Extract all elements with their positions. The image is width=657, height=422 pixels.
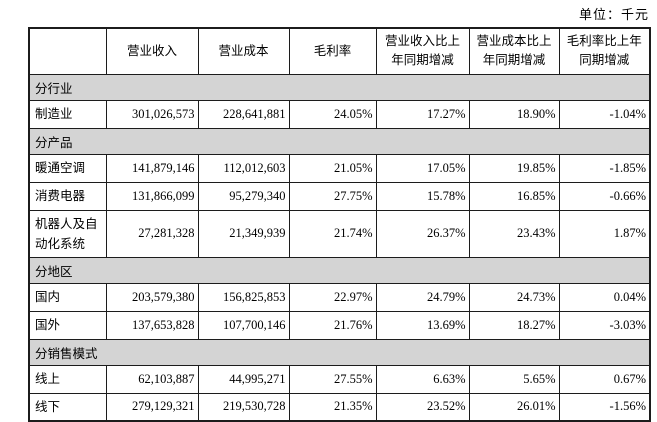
value-cell: 27.75% [288, 181, 377, 211]
value-cell: 137,653,828 [105, 310, 199, 340]
table-row: 机器人及自动化系统 27,281,328 21,349,939 21.74% 26.37… [28, 209, 651, 258]
table-row: 制造业 301,026,573 228,641,881 24.05% 17.27% 18.… [28, 99, 651, 129]
value-cell: 24.73% [468, 282, 560, 312]
value-cell: -0.66% [558, 181, 651, 211]
column-header: 毛利率比上年同期增减 [558, 27, 651, 75]
value-cell: 0.04% [558, 282, 651, 312]
value-cell: 219,530,728 [197, 392, 290, 422]
value-cell: 24.79% [375, 282, 470, 312]
value-cell: 13.69% [375, 310, 470, 340]
section-row: 分销售模式 [28, 338, 651, 366]
value-cell: 18.27% [468, 310, 560, 340]
section-row-label: 分产品 [28, 127, 651, 155]
value-cell: 107,700,146 [197, 310, 290, 340]
section-row-label: 分销售模式 [28, 338, 651, 366]
value-cell: 26.37% [375, 209, 470, 258]
value-cell: 21,349,939 [197, 209, 290, 258]
column-header: 营业收入比上年同期增减 [375, 27, 470, 75]
unit-label: 单位：千元 [578, 7, 649, 22]
row-label-cell: 消费电器 [28, 181, 107, 211]
value-cell: 131,866,099 [105, 181, 199, 211]
value-cell: 0.67% [558, 364, 651, 394]
value-cell: 19.85% [468, 153, 560, 183]
table-row: 消费电器 131,866,099 95,279,340 27.75% 15.78% 16.… [28, 181, 651, 211]
section-row-label: 分地区 [28, 256, 651, 284]
value-cell: 21.76% [288, 310, 377, 340]
value-cell: 95,279,340 [197, 181, 290, 211]
value-cell: 21.74% [288, 209, 377, 258]
value-cell: 62,103,887 [105, 364, 199, 394]
value-cell: 23.43% [468, 209, 560, 258]
section-row-label: 分行业 [28, 73, 651, 101]
value-cell: 22.97% [288, 282, 377, 312]
value-cell: 17.27% [375, 99, 470, 129]
table-row: 线上 62,103,887 44,995,271 27.55% 6.63% 5.65% 0.… [28, 364, 651, 394]
corner-cell [28, 27, 107, 75]
value-cell: 21.05% [288, 153, 377, 183]
value-cell: -1.56% [558, 392, 651, 422]
column-header: 毛利率 [288, 27, 377, 75]
table-row: 线下 279,129,321 219,530,728 21.35% 23.52% 26.0… [28, 392, 651, 422]
value-cell: 5.65% [468, 364, 560, 394]
row-label-cell: 国外 [28, 310, 107, 340]
value-cell: 27.55% [288, 364, 377, 394]
value-cell: -1.85% [558, 153, 651, 183]
row-label-cell: 机器人及自动化系统 [28, 209, 107, 258]
value-cell: 301,026,573 [105, 99, 199, 129]
value-cell: 141,879,146 [105, 153, 199, 183]
section-row: 分产品 [28, 127, 651, 155]
table-header: 营业收入 营业成本 毛利率 营业收入比上年同期增减 营业成本比上年同期增减 毛利率比上年同… [28, 27, 651, 75]
value-cell: 228,641,881 [197, 99, 290, 129]
value-cell: 18.90% [468, 99, 560, 129]
value-cell: 23.52% [375, 392, 470, 422]
value-cell: 44,995,271 [197, 364, 290, 394]
table-body: 分行业 制造业 301,026,573 228,641,881 24.05% 17.27%… [28, 73, 651, 422]
value-cell: 279,129,321 [105, 392, 199, 422]
column-header: 营业成本 [197, 27, 290, 75]
value-cell: 26.01% [468, 392, 560, 422]
value-cell: 156,825,853 [197, 282, 290, 312]
table-row: 暖通空调 141,879,146 112,012,603 21.05% 17.05% 19… [28, 153, 651, 183]
value-cell: 21.35% [288, 392, 377, 422]
column-header: 营业成本比上年同期增减 [468, 27, 560, 75]
column-header: 营业收入 [105, 27, 199, 75]
value-cell: 27,281,328 [105, 209, 199, 258]
table-row: 国内 203,579,380 156,825,853 22.97% 24.79% 24.7… [28, 282, 651, 312]
row-label-cell: 国内 [28, 282, 107, 312]
section-row: 分地区 [28, 256, 651, 284]
row-label-cell: 线上 [28, 364, 107, 394]
value-cell: 24.05% [288, 99, 377, 129]
value-cell: 6.63% [375, 364, 470, 394]
value-cell: 16.85% [468, 181, 560, 211]
value-cell: -1.04% [558, 99, 651, 129]
value-cell: 112,012,603 [197, 153, 290, 183]
table-row: 国外 137,653,828 107,700,146 21.76% 13.69% 18.2… [28, 310, 651, 340]
value-cell: 15.78% [375, 181, 470, 211]
report-table: 营业收入 营业成本 毛利率 营业收入比上年同期增减 营业成本比上年同期增减 毛利率比上年同… [28, 27, 651, 422]
value-cell: 203,579,380 [105, 282, 199, 312]
row-label-cell: 制造业 [28, 99, 107, 129]
row-label-cell: 暖通空调 [28, 153, 107, 183]
value-cell: 17.05% [375, 153, 470, 183]
value-cell: -3.03% [558, 310, 651, 340]
section-row: 分行业 [28, 73, 651, 101]
row-label-cell: 线下 [28, 392, 107, 422]
value-cell: 1.87% [558, 209, 651, 258]
header-row: 营业收入 营业成本 毛利率 营业收入比上年同期增减 营业成本比上年同期增减 毛利率比上年同… [28, 27, 651, 75]
